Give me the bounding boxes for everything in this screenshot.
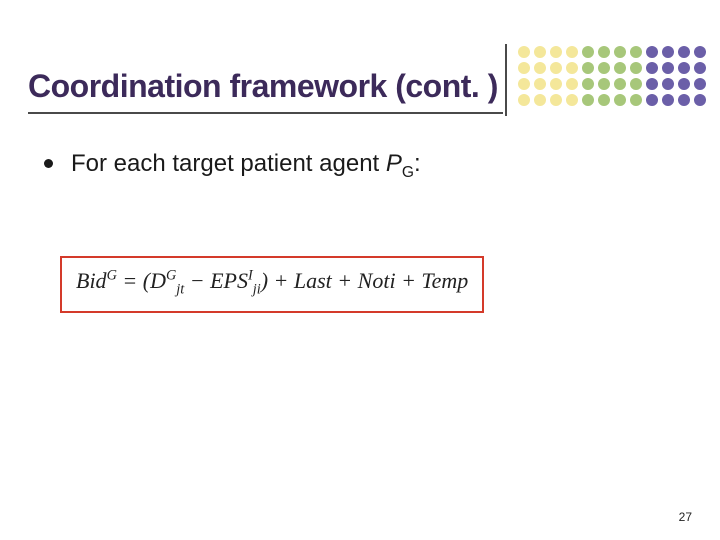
slide: Coordination framework (cont. ) For each…: [0, 0, 720, 540]
bullet-dot-icon: [44, 159, 53, 168]
decor-dot: [630, 78, 642, 90]
decor-dot: [582, 78, 594, 90]
formula-term5: Temp: [421, 268, 468, 293]
bullet-text: For each target patient agent PG:: [71, 150, 421, 182]
title-underline: [28, 112, 503, 114]
bullet-symbol-base: P: [386, 150, 402, 177]
decor-dot: [550, 46, 562, 58]
formula-plus2: +: [332, 268, 358, 293]
decor-dot: [646, 46, 658, 58]
formula-term2-base: EPS: [210, 268, 248, 293]
decor-dot: [694, 62, 706, 74]
decor-dot: [614, 78, 626, 90]
formula-term2-sub: ji: [253, 282, 261, 298]
decor-dot: [662, 94, 674, 106]
decor-dot: [662, 62, 674, 74]
bullet-item: For each target patient agent PG:: [44, 150, 692, 182]
formula-after-paren: ) +: [261, 268, 294, 293]
decor-dot: [678, 94, 690, 106]
decor-dot: [566, 62, 578, 74]
bullet-suffix: :: [414, 150, 421, 177]
decor-dot: [614, 46, 626, 58]
decor-dot: [566, 46, 578, 58]
formula-eq: = (: [117, 268, 150, 293]
decor-dot: [630, 62, 642, 74]
decor-dot: [694, 94, 706, 106]
dot-grid-decoration: [518, 46, 706, 110]
decor-dot: [582, 46, 594, 58]
decor-dot: [630, 94, 642, 106]
formula-term1-sup: G: [166, 268, 176, 284]
decor-dot: [518, 94, 530, 106]
decor-dot: [534, 62, 546, 74]
decor-dot: [598, 62, 610, 74]
decor-dot: [534, 94, 546, 106]
bullet-prefix: For each target patient agent: [71, 150, 386, 177]
title-divider: [505, 44, 507, 116]
decor-dot: [630, 46, 642, 58]
decor-dot: [646, 62, 658, 74]
formula-lhs-sup: G: [107, 268, 117, 284]
decor-dot: [582, 62, 594, 74]
slide-title: Coordination framework (cont. ): [28, 68, 498, 105]
decor-dot: [614, 94, 626, 106]
formula-plus3: +: [396, 268, 422, 293]
decor-dot: [518, 46, 530, 58]
decor-dot: [694, 78, 706, 90]
formula-minus: −: [184, 268, 210, 293]
decor-dot: [598, 46, 610, 58]
decor-dot: [534, 46, 546, 58]
formula-term1-base: D: [150, 268, 166, 293]
bullet-list: For each target patient agent PG:: [28, 150, 692, 182]
formula-term4: Noti: [358, 268, 396, 293]
formula-term3: Last: [294, 268, 332, 293]
decor-dot: [518, 78, 530, 90]
formula-lhs-base: Bid: [76, 268, 107, 293]
decor-dot: [534, 78, 546, 90]
decor-dot: [646, 78, 658, 90]
decor-dot: [678, 46, 690, 58]
decor-dot: [678, 62, 690, 74]
decor-dot: [598, 78, 610, 90]
decor-dot: [566, 94, 578, 106]
decor-dot: [662, 46, 674, 58]
bullet-symbol-sub: G: [402, 164, 414, 181]
decor-dot: [678, 78, 690, 90]
formula-box: BidG = (DGjt − EPSIji) + Last + Noti + T…: [60, 256, 484, 313]
decor-dot: [550, 78, 562, 90]
decor-dot: [614, 62, 626, 74]
decor-dot: [646, 94, 658, 106]
decor-dot: [518, 62, 530, 74]
decor-dot: [694, 46, 706, 58]
formula: BidG = (DGjt − EPSIji) + Last + Noti + T…: [76, 268, 468, 293]
decor-dot: [566, 78, 578, 90]
title-row: Coordination framework (cont. ): [28, 44, 692, 124]
decor-dot: [550, 62, 562, 74]
decor-dot: [582, 94, 594, 106]
decor-dot: [662, 78, 674, 90]
page-number: 27: [679, 510, 692, 524]
decor-dot: [598, 94, 610, 106]
decor-dot: [550, 94, 562, 106]
